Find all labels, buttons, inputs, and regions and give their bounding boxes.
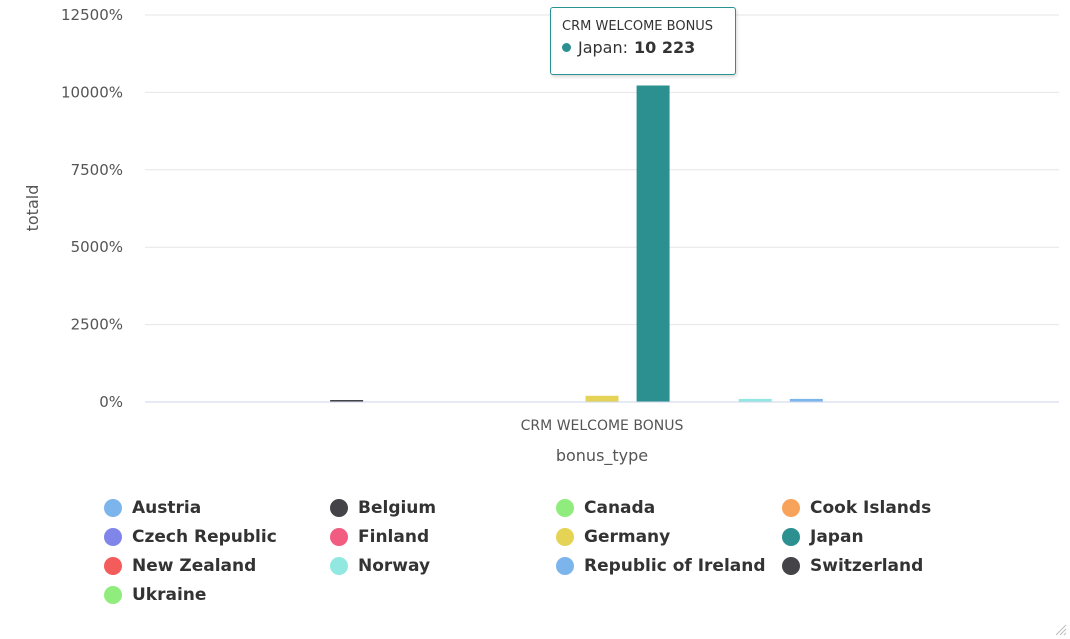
legend-item-new-zealand[interactable]: New Zealand: [104, 554, 330, 578]
bar-belgium[interactable]: [330, 400, 364, 402]
y-tick-label: 2500%: [71, 316, 123, 334]
legend-marker: [104, 499, 122, 517]
legend-label: Japan: [810, 527, 864, 547]
bar-norway[interactable]: [738, 398, 772, 402]
tooltip-series-name: Japan: [578, 38, 623, 57]
legend-label: Cook Islands: [810, 498, 932, 518]
legend-item-cook-islands[interactable]: Cook Islands: [782, 496, 1008, 520]
legend-marker: [556, 528, 574, 546]
legend-item-belgium[interactable]: Belgium: [330, 496, 556, 520]
legend-label: Republic of Ireland: [584, 556, 766, 576]
legend-label: Norway: [358, 556, 431, 576]
legend-item-canada[interactable]: Canada: [556, 496, 782, 520]
legend-item-norway[interactable]: Norway: [330, 554, 556, 578]
legend-label: Belgium: [358, 498, 437, 518]
y-axis-title: totald: [23, 185, 42, 232]
legend-marker: [782, 528, 800, 546]
legend-marker: [104, 586, 122, 604]
x-category-label: CRM WELCOME BONUS: [521, 418, 684, 434]
tooltip-title: CRM WELCOME BONUS: [562, 19, 714, 34]
bars: [330, 85, 823, 403]
tooltip-row: Japan: 10 223: [562, 38, 735, 57]
legend-marker: [104, 528, 122, 546]
legend-item-czech-republic[interactable]: Czech Republic: [104, 525, 330, 549]
legend-label: Czech Republic: [132, 527, 277, 547]
resize-handle-icon[interactable]: [1053, 622, 1067, 636]
legend-item-republic-of-ireland[interactable]: Republic of Ireland: [556, 554, 782, 578]
legend-marker: [330, 499, 348, 517]
legend-marker: [330, 557, 348, 575]
tooltip-value: 10 223: [634, 38, 696, 57]
legend-item-finland[interactable]: Finland: [330, 525, 556, 549]
legend-marker: [556, 557, 574, 575]
legend-label: New Zealand: [132, 556, 257, 576]
legend-marker: [782, 499, 800, 517]
legend-marker: [104, 557, 122, 575]
tooltip: CRM WELCOME BONUS Japan: 10 223: [550, 7, 736, 75]
x-axis-title: bonus_type: [556, 446, 648, 466]
legend-label: Germany: [584, 527, 671, 547]
legend-item-ukraine[interactable]: Ukraine: [104, 583, 330, 607]
bar-republic-of-ireland[interactable]: [789, 398, 823, 402]
y-tick-label: 7500%: [71, 161, 123, 179]
y-tick-label: 10000%: [61, 83, 123, 101]
tooltip-series-dot: [562, 43, 571, 52]
legend-label: Finland: [358, 527, 430, 547]
legend-item-japan[interactable]: Japan: [782, 525, 1008, 549]
legend-marker: [556, 499, 574, 517]
legend-label: Austria: [132, 498, 202, 518]
y-axis-ticks: 0% 2500% 5000% 7500% 10000% 12500%: [61, 6, 123, 411]
bar-germany[interactable]: [585, 395, 619, 402]
legend-marker: [330, 528, 348, 546]
y-tick-label: 12500%: [61, 6, 123, 24]
legend-marker: [782, 557, 800, 575]
legend: Austria Belgium Canada Cook Islands Czech Re…: [104, 496, 1004, 607]
bar-japan[interactable]: [636, 85, 670, 403]
legend-item-austria[interactable]: Austria: [104, 496, 330, 520]
tooltip-separator: :: [622, 38, 629, 57]
legend-label: Ukraine: [132, 585, 207, 605]
y-tick-label: 5000%: [71, 238, 123, 256]
legend-label: Switzerland: [810, 556, 924, 576]
bar-chart: 0% 2500% 5000% 7500% 10000% 12500% CRM WELCOM…: [23, 6, 1059, 466]
legend-label: Canada: [584, 498, 656, 518]
y-tick-label: 0%: [99, 393, 123, 411]
legend-item-switzerland[interactable]: Switzerland: [782, 554, 1008, 578]
legend-item-germany[interactable]: Germany: [556, 525, 782, 549]
